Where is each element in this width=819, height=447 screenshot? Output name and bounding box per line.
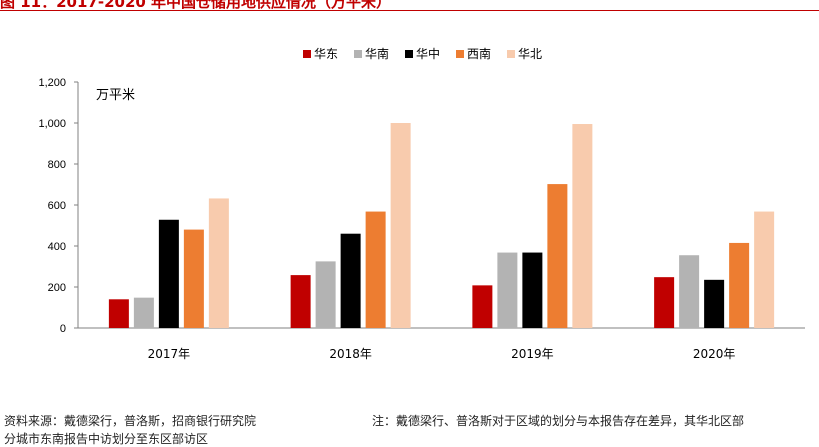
x-tick-label: 2019年 [511,347,554,361]
title-divider [0,10,819,11]
legend-label: 华东 [314,47,338,61]
bar-华中-2017年 [158,219,179,328]
bar-华北-2017年 [208,198,229,328]
y-tick-label: 400 [48,241,66,253]
bar-华东-2019年 [472,285,493,328]
bar-华东-2020年 [654,277,675,328]
legend-label: 华北 [518,47,542,61]
legend-swatch-华南 [354,50,362,58]
region-note: 注：戴德梁行、普洛斯对于区域的划分与本报告存在差异，其华北区部 [372,414,745,428]
bar-华中-2020年 [704,279,725,328]
bar-西南-2017年 [183,229,204,328]
bar-华东-2017年 [108,299,129,328]
bar-chart: 0 200 400 600 800 1,000 1,200 万平米 2017年 2018年 2019… [38,46,805,361]
bar-华中-2019年 [522,252,543,328]
legend-swatch-华北 [507,50,515,58]
bar-华南-2017年 [133,297,154,328]
bar-华北-2018年 [390,123,411,328]
y-tick-label: 1,000 [38,118,66,130]
y-tick-label: 0 [60,323,66,335]
y-tick-label: 600 [48,200,66,212]
bar-西南-2020年 [729,242,750,328]
legend-swatch-西南 [456,50,464,58]
legend-label: 西南 [467,46,491,61]
y-tick-label: 1,200 [38,77,66,89]
bar-华南-2020年 [679,255,700,328]
legend-swatch-华东 [303,50,311,58]
bar-华南-2018年 [315,261,336,328]
bar-华北-2020年 [754,211,775,328]
x-tick-label: 2017年 [148,347,191,361]
bar-华中-2018年 [340,233,361,328]
bar-西南-2018年 [365,211,386,328]
figure-title: 图 11：2017-2020 年中国仓储用地供应情况（万平米） [0,0,392,11]
y-tick-label: 200 [48,282,66,294]
bar-华南-2019年 [497,252,518,328]
bar-华北-2019年 [572,124,593,329]
x-tick-label: 2020年 [693,347,736,361]
legend-swatch-华中 [405,50,413,58]
legend-label: 华南 [365,46,389,61]
x-tick-label: 2018年 [329,347,372,361]
bar-华东-2018年 [290,275,311,328]
source-note: 资料来源：戴德梁行，普洛斯，招商银行研究院 [4,414,257,428]
bar-西南-2019年 [547,184,568,328]
legend-label: 华中 [416,46,440,61]
y-axis-label: 万平米 [96,88,135,103]
y-tick-label: 800 [48,159,66,171]
